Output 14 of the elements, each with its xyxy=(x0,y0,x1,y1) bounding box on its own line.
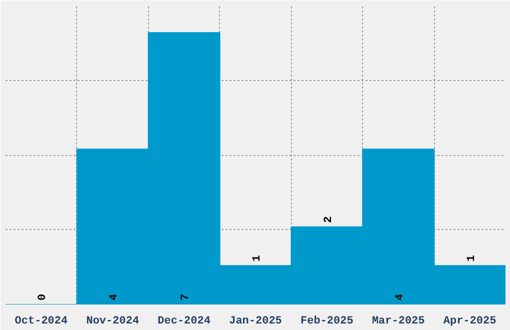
data-label: 1 xyxy=(252,254,264,262)
x-tick-label: Dec-2024 xyxy=(158,316,211,328)
x-tick-label: Apr-2025 xyxy=(443,316,497,328)
data-label: 0 xyxy=(37,294,50,300)
data-label: 4 xyxy=(394,294,406,300)
x-tick-label: Mar-2025 xyxy=(372,316,426,328)
data-label: 7 xyxy=(180,294,192,300)
data-label: 2 xyxy=(322,216,335,223)
data-label: 1 xyxy=(466,254,478,262)
x-tick-label: Nov-2024 xyxy=(86,316,140,328)
data-label: 4 xyxy=(108,294,121,300)
x-tick-label: Feb-2025 xyxy=(300,316,354,328)
x-tick-label: Jan-2025 xyxy=(229,316,282,328)
x-tick-label: Oct-2024 xyxy=(14,316,68,328)
